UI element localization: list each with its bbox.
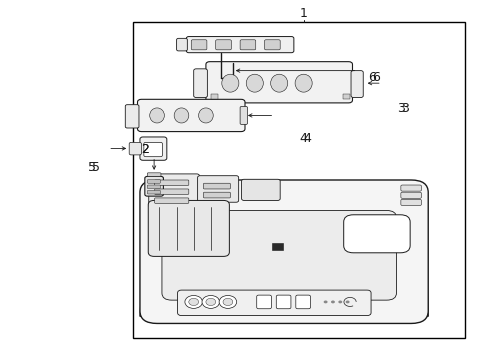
FancyBboxPatch shape: [343, 215, 410, 253]
FancyBboxPatch shape: [240, 40, 256, 50]
FancyBboxPatch shape: [242, 179, 280, 201]
FancyBboxPatch shape: [155, 189, 189, 194]
Circle shape: [345, 301, 349, 303]
Ellipse shape: [222, 74, 239, 92]
FancyBboxPatch shape: [155, 180, 189, 185]
FancyBboxPatch shape: [296, 295, 311, 309]
FancyBboxPatch shape: [140, 180, 428, 323]
Text: 1: 1: [300, 7, 308, 20]
FancyBboxPatch shape: [351, 71, 363, 98]
FancyBboxPatch shape: [240, 107, 247, 125]
FancyBboxPatch shape: [401, 199, 421, 206]
FancyBboxPatch shape: [276, 295, 291, 309]
Ellipse shape: [246, 74, 263, 92]
Text: 5: 5: [88, 161, 96, 174]
Ellipse shape: [174, 108, 189, 123]
Circle shape: [202, 296, 220, 309]
Ellipse shape: [295, 74, 312, 92]
FancyBboxPatch shape: [149, 174, 199, 208]
FancyBboxPatch shape: [401, 185, 421, 191]
FancyBboxPatch shape: [197, 176, 239, 202]
FancyBboxPatch shape: [203, 183, 230, 189]
FancyBboxPatch shape: [148, 201, 229, 256]
FancyBboxPatch shape: [265, 40, 280, 50]
Bar: [343, 94, 350, 99]
Ellipse shape: [150, 108, 164, 123]
Text: 6: 6: [368, 71, 376, 84]
FancyBboxPatch shape: [138, 99, 245, 132]
FancyBboxPatch shape: [194, 69, 207, 98]
Text: 6: 6: [372, 71, 380, 84]
FancyBboxPatch shape: [186, 37, 294, 53]
Bar: [272, 243, 283, 250]
Circle shape: [223, 298, 233, 306]
Circle shape: [185, 296, 202, 309]
Circle shape: [324, 301, 328, 303]
FancyBboxPatch shape: [176, 39, 187, 51]
Ellipse shape: [198, 108, 213, 123]
FancyBboxPatch shape: [206, 62, 352, 103]
Text: 4: 4: [300, 132, 308, 145]
FancyBboxPatch shape: [129, 142, 142, 155]
Text: 4: 4: [304, 132, 312, 145]
Text: 3: 3: [397, 102, 405, 115]
FancyBboxPatch shape: [177, 290, 371, 316]
FancyBboxPatch shape: [155, 198, 189, 203]
FancyBboxPatch shape: [145, 176, 163, 196]
FancyBboxPatch shape: [257, 295, 271, 309]
FancyBboxPatch shape: [144, 142, 162, 157]
FancyBboxPatch shape: [147, 173, 161, 176]
Circle shape: [219, 296, 237, 309]
Text: 2: 2: [141, 143, 149, 156]
FancyBboxPatch shape: [216, 40, 231, 50]
FancyBboxPatch shape: [147, 190, 160, 194]
Text: 3: 3: [401, 102, 409, 115]
FancyBboxPatch shape: [140, 137, 167, 160]
Bar: [133, 22, 465, 338]
Text: 5: 5: [92, 161, 100, 174]
Bar: [211, 94, 218, 99]
Circle shape: [206, 298, 216, 306]
FancyBboxPatch shape: [401, 192, 421, 198]
Circle shape: [189, 298, 198, 306]
FancyBboxPatch shape: [191, 40, 207, 50]
Circle shape: [338, 301, 342, 303]
Circle shape: [331, 301, 335, 303]
FancyBboxPatch shape: [162, 211, 396, 300]
FancyBboxPatch shape: [147, 180, 160, 183]
Polygon shape: [140, 184, 428, 316]
Text: 2: 2: [141, 143, 149, 156]
FancyBboxPatch shape: [203, 192, 230, 198]
FancyBboxPatch shape: [125, 105, 139, 128]
FancyBboxPatch shape: [147, 185, 160, 189]
Ellipse shape: [270, 74, 288, 92]
